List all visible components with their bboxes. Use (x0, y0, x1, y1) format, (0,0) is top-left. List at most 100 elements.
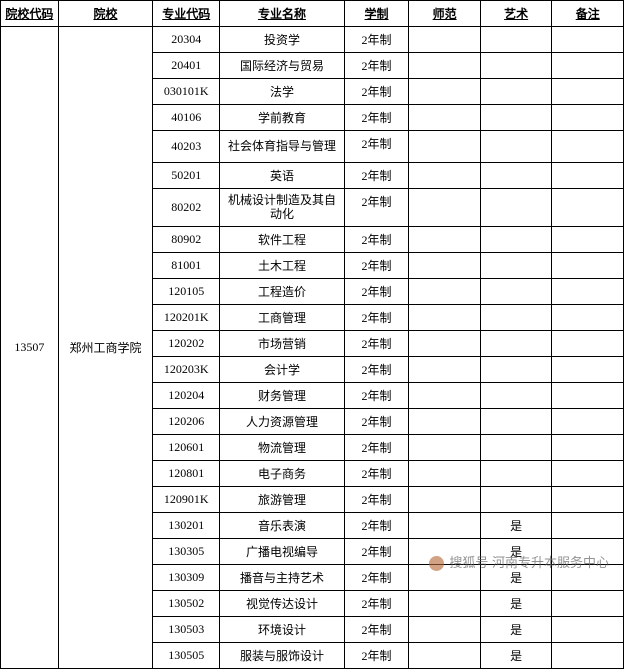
cell-major-name: 国际经济与贸易 (220, 53, 345, 79)
cell-duration: 2年制 (344, 163, 409, 189)
cell-normal (409, 252, 481, 278)
cell-major-name: 英语 (220, 163, 345, 189)
cell-major-code: 130309 (153, 564, 220, 590)
cell-remark (552, 27, 624, 53)
cell-duration: 2年制 (344, 538, 409, 564)
header-row: 院校代码 院校 专业代码 专业名称 学制 师范 艺术 备注 (1, 1, 624, 27)
cell-major-code: 130305 (153, 538, 220, 564)
cell-remark (552, 304, 624, 330)
cell-art (480, 131, 552, 163)
cell-remark (552, 512, 624, 538)
cell-remark (552, 408, 624, 434)
cell-art (480, 53, 552, 79)
cell-major-name: 音乐表演 (220, 512, 345, 538)
cell-normal (409, 189, 481, 227)
cell-major-code: 40203 (153, 131, 220, 163)
cell-remark (552, 642, 624, 668)
cell-duration: 2年制 (344, 434, 409, 460)
cell-remark (552, 330, 624, 356)
cell-normal (409, 642, 481, 668)
cell-normal (409, 304, 481, 330)
cell-remark (552, 79, 624, 105)
cell-remark (552, 252, 624, 278)
cell-normal (409, 434, 481, 460)
cell-major-name: 法学 (220, 79, 345, 105)
cell-normal (409, 356, 481, 382)
cell-major-name: 工程造价 (220, 278, 345, 304)
cell-remark (552, 189, 624, 227)
cell-major-code: 120206 (153, 408, 220, 434)
header-major-code: 专业代码 (153, 1, 220, 27)
cell-art (480, 408, 552, 434)
header-school-name: 院校 (58, 1, 153, 27)
cell-remark (552, 226, 624, 252)
cell-major-name: 电子商务 (220, 460, 345, 486)
cell-duration: 2年制 (344, 226, 409, 252)
table-row: 13507郑州工商学院20304投资学2年制 (1, 27, 624, 53)
cell-remark (552, 590, 624, 616)
cell-remark (552, 616, 624, 642)
cell-duration: 2年制 (344, 252, 409, 278)
cell-major-code: 20304 (153, 27, 220, 53)
cell-duration: 2年制 (344, 131, 409, 163)
cell-major-code: 120203K (153, 356, 220, 382)
cell-art (480, 460, 552, 486)
cell-major-code: 120801 (153, 460, 220, 486)
cell-art: 是 (480, 512, 552, 538)
cell-normal (409, 330, 481, 356)
cell-art (480, 189, 552, 227)
cell-duration: 2年制 (344, 189, 409, 227)
watermark: 搜狐号 河南专升本服务中心 (429, 552, 609, 571)
cell-major-name: 投资学 (220, 27, 345, 53)
cell-art (480, 434, 552, 460)
cell-major-name: 视觉传达设计 (220, 590, 345, 616)
cell-major-name: 软件工程 (220, 226, 345, 252)
cell-major-name: 会计学 (220, 356, 345, 382)
header-school-code: 院校代码 (1, 1, 59, 27)
cell-school-code: 13507 (1, 27, 59, 669)
table-body: 13507郑州工商学院20304投资学2年制20401国际经济与贸易2年制030… (1, 27, 624, 669)
cell-normal (409, 382, 481, 408)
cell-normal (409, 27, 481, 53)
cell-major-name: 财务管理 (220, 382, 345, 408)
cell-art (480, 486, 552, 512)
cell-major-name: 土木工程 (220, 252, 345, 278)
cell-remark (552, 434, 624, 460)
cell-duration: 2年制 (344, 382, 409, 408)
cell-major-code: 120105 (153, 278, 220, 304)
cell-remark (552, 278, 624, 304)
cell-normal (409, 105, 481, 131)
cell-major-code: 120202 (153, 330, 220, 356)
cell-normal (409, 131, 481, 163)
cell-art (480, 105, 552, 131)
cell-art (480, 163, 552, 189)
cell-remark (552, 105, 624, 131)
cell-major-name: 环境设计 (220, 616, 345, 642)
cell-major-code: 40106 (153, 105, 220, 131)
watermark-text: 搜狐号 河南专升本服务中心 (449, 555, 609, 570)
cell-major-code: 20401 (153, 53, 220, 79)
cell-major-name: 播音与主持艺术 (220, 564, 345, 590)
header-art: 艺术 (480, 1, 552, 27)
cell-major-name: 社会体育指导与管理 (220, 131, 345, 163)
cell-duration: 2年制 (344, 616, 409, 642)
cell-major-code: 80902 (153, 226, 220, 252)
cell-duration: 2年制 (344, 105, 409, 131)
cell-remark (552, 460, 624, 486)
header-normal: 师范 (409, 1, 481, 27)
cell-remark (552, 53, 624, 79)
cell-art (480, 252, 552, 278)
header-remark: 备注 (552, 1, 624, 27)
header-major-name: 专业名称 (220, 1, 345, 27)
cell-major-code: 81001 (153, 252, 220, 278)
cell-duration: 2年制 (344, 486, 409, 512)
cell-normal (409, 460, 481, 486)
cell-normal (409, 408, 481, 434)
cell-normal (409, 163, 481, 189)
cell-major-code: 130502 (153, 590, 220, 616)
header-duration: 学制 (344, 1, 409, 27)
watermark-logo-icon (429, 556, 444, 571)
cell-art (480, 382, 552, 408)
cell-duration: 2年制 (344, 590, 409, 616)
cell-duration: 2年制 (344, 278, 409, 304)
